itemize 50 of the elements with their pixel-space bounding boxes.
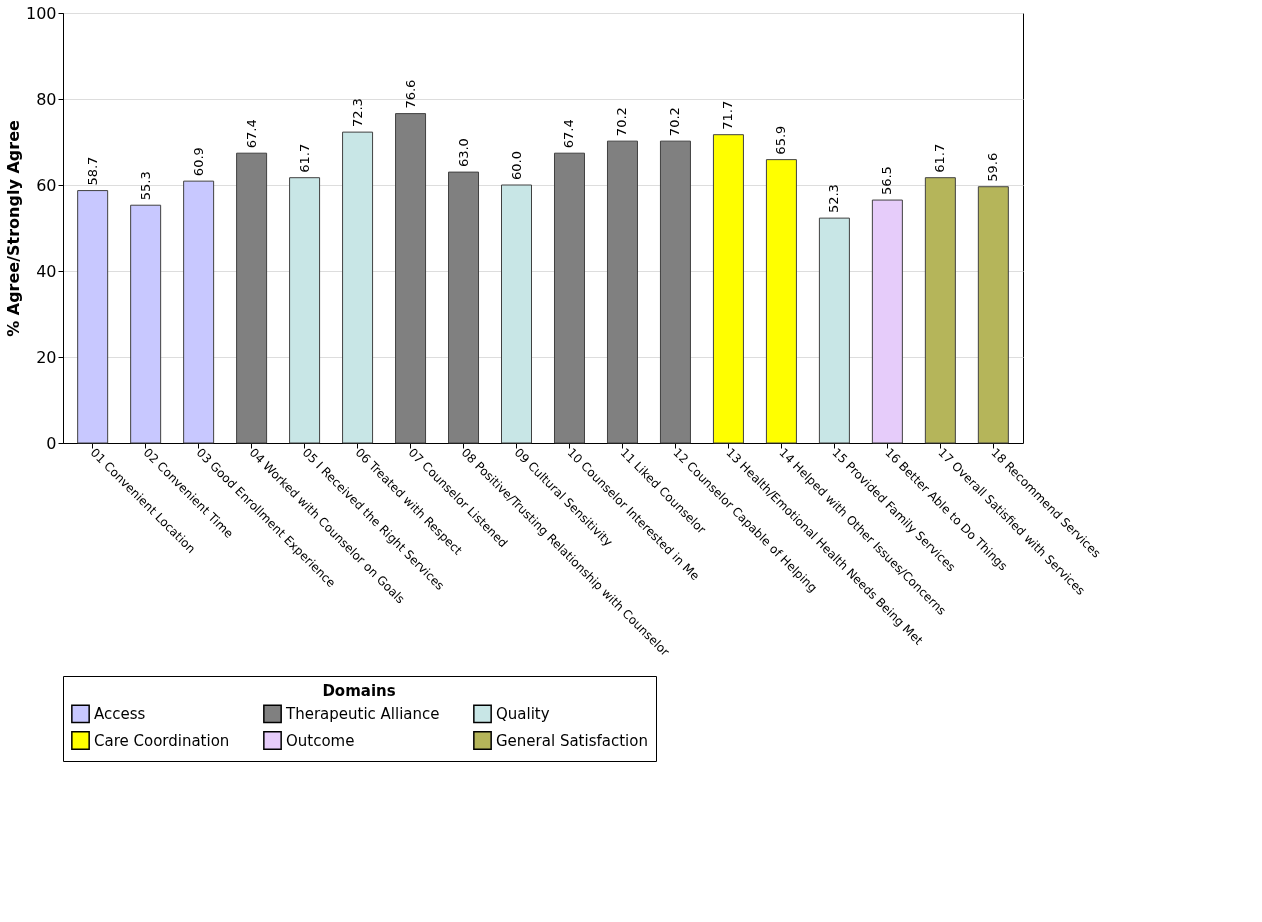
legend-label: Quality [496, 704, 550, 723]
bar [765, 159, 797, 444]
data-label: 55.3 [137, 171, 153, 201]
bar [77, 190, 109, 444]
y-axis-title: % Agree/Strongly Agree [3, 120, 23, 337]
data-label: 72.3 [349, 98, 365, 128]
bar [289, 177, 321, 444]
data-label: 56.5 [879, 166, 895, 196]
data-label: 52.3 [826, 184, 842, 214]
y-tick-label: 60 [36, 175, 57, 195]
data-label: 67.4 [561, 119, 577, 149]
data-label: 60.0 [508, 151, 524, 180]
bar [236, 152, 268, 444]
legend-label: Therapeutic Alliance [285, 704, 440, 723]
bar [342, 131, 374, 444]
data-label: 70.2 [667, 107, 683, 137]
bar [395, 113, 427, 444]
data-label: 67.4 [243, 119, 259, 149]
y-tick-label: 20 [36, 347, 57, 367]
data-label: 63.0 [455, 138, 471, 168]
data-label: 70.2 [614, 107, 630, 137]
bar [818, 217, 850, 444]
legend-title: Domains [322, 682, 396, 700]
data-label: 76.6 [402, 79, 418, 109]
data-label: 61.7 [296, 143, 312, 173]
bar [448, 171, 480, 444]
data-label: 61.7 [932, 143, 948, 173]
bar [659, 140, 691, 444]
data-label: 59.6 [985, 152, 1001, 182]
bar [183, 180, 215, 444]
bar [977, 186, 1009, 444]
bar [871, 199, 903, 444]
legend-label: Outcome [286, 731, 355, 750]
bar [501, 184, 533, 444]
data-label: 65.9 [773, 125, 789, 155]
bar [553, 152, 585, 444]
bar [130, 204, 162, 444]
y-tick-label: 0 [46, 433, 57, 453]
data-label: 60.9 [190, 147, 206, 177]
legend-label: Care Coordination [94, 731, 230, 750]
legend-label: General Satisfaction [496, 731, 648, 750]
bar [712, 134, 744, 444]
bar [606, 140, 638, 444]
legend-label: Access [94, 704, 146, 723]
y-tick-label: 100 [25, 3, 57, 23]
bar [924, 177, 956, 444]
y-tick-label: 40 [36, 261, 57, 281]
data-label: 58.7 [84, 156, 100, 186]
y-tick-label: 80 [36, 89, 57, 109]
data-label: 71.7 [720, 100, 736, 130]
